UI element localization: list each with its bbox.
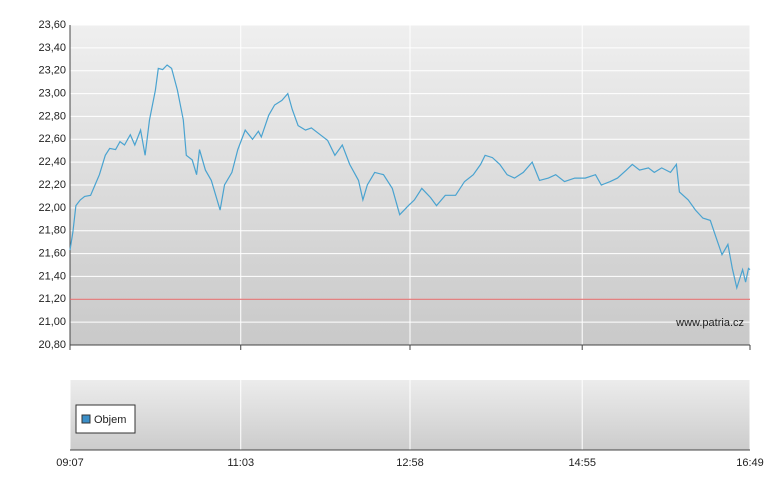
volume-legend-label: Objem xyxy=(94,414,126,426)
y-tick-label: 23,00 xyxy=(38,87,66,99)
y-tick-label: 23,40 xyxy=(38,42,66,54)
watermark: www.patria.cz xyxy=(675,317,744,329)
y-tick-label: 22,40 xyxy=(38,156,66,168)
x-tick-label: 16:49 xyxy=(736,457,764,469)
y-tick-label: 21,40 xyxy=(38,270,66,282)
y-tick-label: 21,80 xyxy=(38,225,66,237)
x-tick-label: 12:58 xyxy=(396,457,424,469)
y-tick-label: 23,60 xyxy=(38,19,66,31)
y-tick-label: 21,00 xyxy=(38,316,66,328)
y-tick-label: 22,80 xyxy=(38,110,66,122)
price-line xyxy=(69,64,751,291)
y-tick-label: 23,20 xyxy=(38,65,66,77)
y-tick-label: 21,60 xyxy=(38,247,66,259)
x-tick-label: 09:07 xyxy=(56,457,84,469)
y-tick-label: 22,20 xyxy=(38,179,66,191)
y-tick-label: 22,60 xyxy=(38,133,66,145)
volume-legend-swatch xyxy=(81,414,91,424)
x-tick-label: 14:55 xyxy=(568,457,596,469)
y-tick-label: 22,00 xyxy=(38,202,66,214)
y-tick-label: 21,20 xyxy=(38,293,66,305)
x-tick-label: 11:03 xyxy=(227,457,254,469)
y-tick-label: 20,80 xyxy=(38,339,66,351)
